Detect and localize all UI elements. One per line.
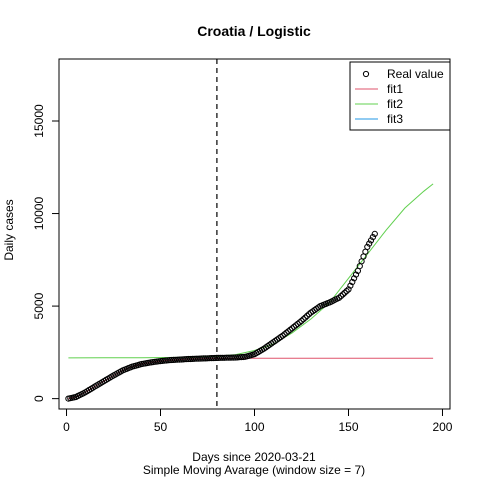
chart-subtitle: Simple Moving Avarage (window size = 7) <box>143 463 365 477</box>
y-tick-label: 10000 <box>32 197 46 231</box>
x-axis-label: Days since 2020-03-21 <box>192 450 316 464</box>
real-value-point <box>305 311 313 318</box>
real-value-point <box>181 356 188 363</box>
real-value-point <box>238 354 245 361</box>
real-value-point <box>221 354 228 361</box>
x-tick-label: 100 <box>244 420 264 434</box>
real-value-point <box>336 294 343 301</box>
real-value-point <box>366 240 373 247</box>
real-value-point <box>200 355 207 362</box>
y-tick-label: 0 <box>32 395 46 402</box>
real-value-point <box>210 355 217 362</box>
legend-label: fit1 <box>387 82 403 96</box>
real-value-point <box>174 356 181 363</box>
real-value-point <box>371 230 378 237</box>
real-value-point <box>349 278 356 286</box>
chart-title: Croatia / Logistic <box>197 23 311 39</box>
real-value-point <box>230 354 237 361</box>
real-value-point <box>369 234 376 241</box>
legend-label: fit3 <box>387 112 403 126</box>
legend-label: Real value <box>387 67 444 81</box>
real-value-point <box>283 329 290 336</box>
real-value-point <box>219 354 226 361</box>
real-value-point <box>292 322 299 329</box>
real-value-point <box>202 355 209 362</box>
real-value-point <box>337 293 345 300</box>
real-value-point <box>343 288 350 295</box>
y-tick-label: 5000 <box>32 292 46 319</box>
real-value-point <box>302 314 309 321</box>
real-value-point <box>211 354 219 362</box>
real-value-point <box>339 291 346 298</box>
real-value-point <box>341 289 348 296</box>
real-value-point <box>191 355 198 362</box>
y-axis-label: Daily cases <box>2 199 16 260</box>
legend-label: fit2 <box>387 97 403 111</box>
x-tick-label: 50 <box>154 420 168 434</box>
x-tick-label: 150 <box>338 420 358 434</box>
y-tick-label: 15000 <box>32 104 46 138</box>
real-value-point <box>367 237 375 244</box>
real-value-point <box>300 316 307 323</box>
real-value-point <box>193 355 200 362</box>
x-tick-label: 0 <box>63 420 70 434</box>
legend-symbol-Real value <box>362 70 370 78</box>
real-value-point <box>172 356 179 363</box>
x-tick-label: 200 <box>432 420 452 434</box>
real-value-point <box>228 354 235 361</box>
real-value-point <box>183 356 190 363</box>
real-value-point <box>364 243 371 250</box>
real-value-point <box>304 312 311 319</box>
legend-box <box>349 61 451 131</box>
real-value-point <box>298 317 305 324</box>
